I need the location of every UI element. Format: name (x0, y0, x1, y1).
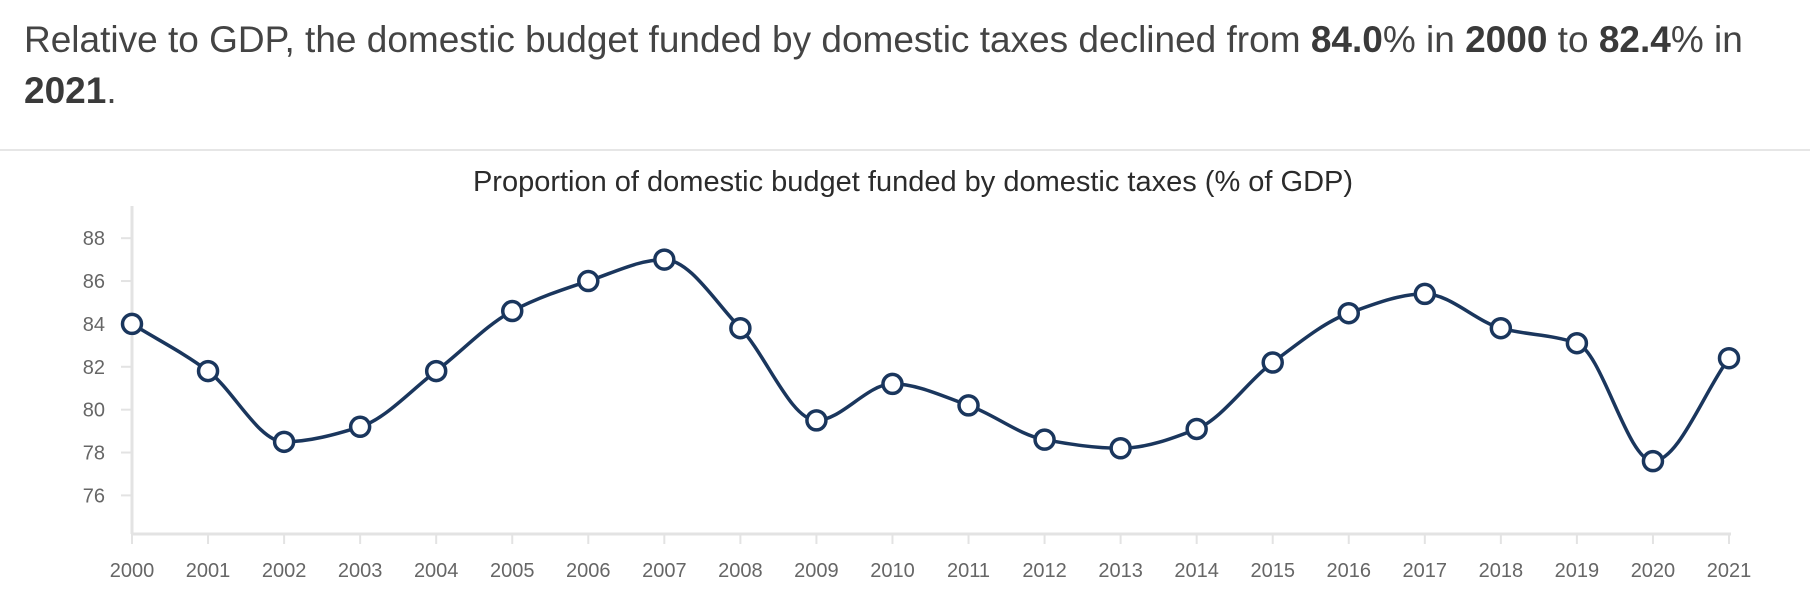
x-tick-label: 2013 (1098, 560, 1143, 582)
headline: Relative to GDP, the domestic budget fun… (24, 14, 1794, 116)
data-point-2009 (805, 409, 828, 432)
x-tick-label: 2005 (490, 560, 535, 582)
headline-end-year: 2021 (24, 70, 107, 111)
data-point-2012 (1033, 428, 1056, 451)
y-tick-label: 84 (83, 314, 105, 336)
headline-mid-3: % in (1670, 19, 1743, 60)
x-tick-label: 2006 (566, 560, 611, 582)
line-chart: Proportion of domestic budget funded by … (83, 166, 1752, 582)
y-tick-label: 78 (83, 443, 105, 465)
x-tick-label: 2021 (1707, 560, 1752, 582)
x-tick-label: 2017 (1403, 560, 1448, 582)
x-axis-ticks: 2000 2001 2002 2003 2004 2005 2006 2007 2008 2009… (110, 534, 1752, 582)
data-point-2016 (1337, 301, 1361, 325)
series-group (131, 257, 1731, 463)
axes (130, 206, 1731, 536)
data-point-2003 (348, 415, 372, 439)
data-point-2007 (653, 248, 676, 271)
x-tick-label: 2014 (1174, 560, 1219, 582)
x-tick-label: 2010 (870, 560, 915, 582)
x-tick-label: 2020 (1631, 560, 1676, 582)
data-point-2010 (881, 372, 904, 396)
data-point-2020 (1641, 449, 1665, 473)
data-point-2014 (1185, 417, 1208, 441)
headline-mid-2: to (1547, 19, 1599, 60)
data-point-2008 (729, 316, 752, 340)
data-point-2011 (957, 394, 980, 417)
data-point-2013 (1109, 436, 1132, 460)
headline-suffix: . (106, 70, 117, 111)
x-tick-label: 2016 (1327, 560, 1372, 582)
series-line (131, 257, 1731, 463)
x-tick-label: 2001 (186, 560, 231, 582)
x-tick-label: 2004 (414, 560, 459, 582)
x-tick-label: 2003 (338, 560, 383, 582)
y-axis-ticks: 76 78 80 82 84 86 88 (83, 228, 132, 507)
data-point-2017 (1413, 282, 1437, 306)
chart-title: Proportion of domestic budget funded by … (473, 166, 1353, 198)
x-tick-label: 2007 (642, 560, 687, 582)
data-point-2019 (1565, 331, 1589, 355)
x-tick-label: 2000 (110, 560, 155, 582)
y-tick-label: 76 (83, 485, 105, 507)
x-tick-label: 2015 (1250, 560, 1295, 582)
data-point-2015 (1261, 351, 1284, 374)
data-point-2005 (500, 299, 524, 323)
data-point-2018 (1489, 316, 1513, 340)
headline-mid-1: % in (1382, 19, 1466, 60)
y-tick-label: 88 (83, 228, 105, 250)
data-point-2002 (272, 430, 296, 454)
x-tick-label: 2009 (794, 560, 839, 582)
data-point-2021 (1717, 346, 1741, 370)
headline-end-value: 82.4 (1598, 19, 1671, 60)
markers-group (120, 248, 1741, 473)
data-point-2004 (424, 359, 448, 383)
data-point-2001 (196, 359, 220, 383)
headline-prefix: Relative to GDP, the domestic budget fun… (24, 19, 1311, 60)
x-tick-label: 2011 (947, 560, 990, 582)
x-tick-label: 2012 (1022, 560, 1067, 582)
x-tick-label: 2018 (1479, 560, 1524, 582)
divider (0, 149, 1810, 151)
chart-container: Proportion of domestic budget funded by … (0, 151, 1810, 598)
data-point-2006 (577, 269, 600, 293)
x-tick-label: 2019 (1555, 560, 1600, 582)
y-tick-label: 86 (83, 271, 105, 293)
headline-start-value: 84.0 (1310, 19, 1383, 60)
data-point-2000 (120, 312, 144, 336)
y-tick-label: 82 (83, 357, 105, 379)
y-tick-label: 80 (83, 400, 105, 422)
x-tick-label: 2002 (262, 560, 307, 582)
x-tick-label: 2008 (718, 560, 763, 582)
headline-start-year: 2000 (1465, 19, 1548, 60)
